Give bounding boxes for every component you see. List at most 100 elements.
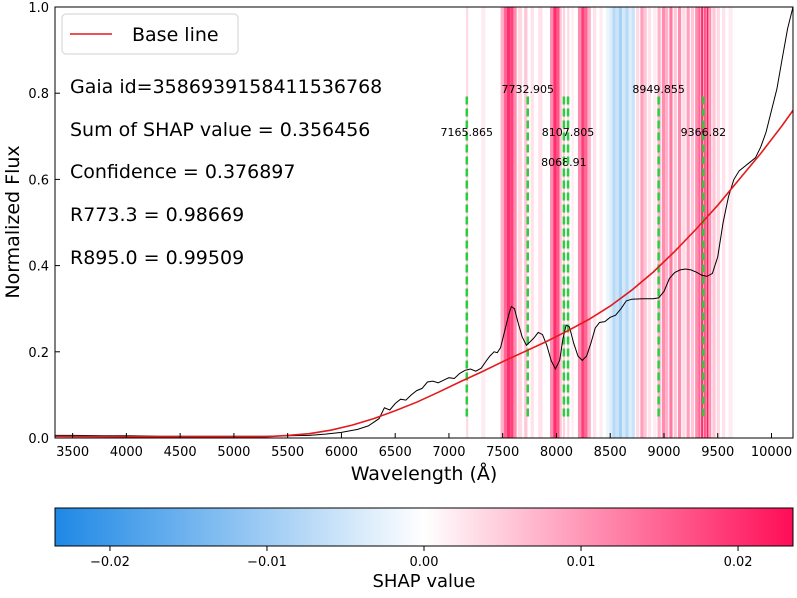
shap-band <box>571 7 574 438</box>
shap-band <box>550 7 554 438</box>
shap-band <box>524 7 528 438</box>
shap-band <box>695 7 699 438</box>
plot-area: 7165.865 7732.905 8068.91 8107.805 8949.855 9… <box>28 1 794 460</box>
marked-line-label: 8068.91 <box>541 156 587 169</box>
colorbar-label: SHAP value <box>372 571 475 592</box>
x-tick-label: 6000 <box>325 445 358 460</box>
shap-band <box>673 7 677 438</box>
shap-band <box>709 7 712 438</box>
shap-band <box>647 7 652 438</box>
shap-band <box>556 7 560 438</box>
x-tick-label: 10000 <box>751 445 792 460</box>
x-tick-label: 4500 <box>164 445 197 460</box>
shap-band <box>636 7 640 438</box>
x-tick-label: 4000 <box>110 445 143 460</box>
colorbar-tick-label: 0.01 <box>567 555 596 570</box>
shap-band <box>503 7 508 438</box>
shap-band <box>640 7 644 438</box>
shap-band <box>553 7 557 438</box>
shap-band <box>481 7 486 438</box>
y-axis-label: Normalized Flux <box>2 145 24 298</box>
annotation-gaia-id: Gaia id=3586939158411536768 <box>70 76 382 98</box>
shap-band <box>722 7 726 438</box>
x-tick-label: 9500 <box>701 445 734 460</box>
y-tick-label: 0.4 <box>28 260 49 275</box>
x-tick-label: 3500 <box>56 445 89 460</box>
marked-line-label: 8949.855 <box>632 83 685 96</box>
shap-band <box>669 7 673 438</box>
colorbar-tick-label: 0.02 <box>724 555 753 570</box>
shap-band <box>661 7 666 438</box>
x-tick-label: 5000 <box>217 445 250 460</box>
shap-band <box>577 7 582 438</box>
series-group <box>55 7 793 438</box>
legend: Base line <box>61 13 239 55</box>
shap-band <box>625 7 629 438</box>
shap-bands <box>466 7 733 438</box>
y-tick-label: 0.2 <box>28 346 49 361</box>
shap-band <box>500 7 504 438</box>
x-tick-label: 7000 <box>432 445 465 460</box>
shap-band <box>615 7 619 438</box>
colorbar-tick-label: −0.02 <box>90 555 130 570</box>
shap-band <box>530 7 534 438</box>
x-axis-label: Wavelength (Å) <box>351 462 498 485</box>
marked-line-label: 8107.805 <box>542 126 595 139</box>
shap-band <box>686 7 690 438</box>
shap-band <box>605 7 610 438</box>
shap-band <box>517 7 523 438</box>
shap-band <box>507 7 511 438</box>
shap-band <box>593 7 597 438</box>
shap-band <box>609 7 613 438</box>
shap-band <box>612 7 616 438</box>
shap-band <box>622 7 626 438</box>
marked-line-label: 7732.905 <box>501 83 554 96</box>
colorbar-ticks: −0.02 −0.01 0.00 0.01 0.02 <box>90 546 753 570</box>
marked-line-label: 7165.865 <box>441 126 494 139</box>
annotation-confidence: Confidence = 0.376897 <box>70 161 296 183</box>
y-tick-label: 0.8 <box>28 87 49 102</box>
shap-band <box>690 7 695 438</box>
shap-band <box>599 7 603 438</box>
shap-band <box>631 7 635 438</box>
shap-band <box>510 7 514 438</box>
shap-band <box>538 7 543 438</box>
y-tick-label: 1.0 <box>28 1 49 16</box>
annotations: Gaia id=3586939158411536768 Sum of SHAP … <box>70 76 382 269</box>
colorbar-tick-label: −0.01 <box>247 555 287 570</box>
x-tick-label: 8000 <box>540 445 573 460</box>
shap-band <box>559 7 562 438</box>
x-tick-label: 6500 <box>379 445 412 460</box>
x-tick-label: 9000 <box>647 445 680 460</box>
plot-frame <box>54 6 794 439</box>
shap-band <box>643 7 647 438</box>
legend-box <box>61 13 239 55</box>
shap-band <box>716 7 720 438</box>
shap-band <box>587 7 591 438</box>
shap-band <box>682 7 686 438</box>
shap-band <box>653 7 657 438</box>
shap-band <box>728 7 733 438</box>
shap-band <box>706 7 709 438</box>
y-tick-label: 0.6 <box>28 173 49 188</box>
shap-band <box>665 7 669 438</box>
colorbar-tick-label: 0.00 <box>410 555 439 570</box>
annotation-r895: R895.0 = 0.99509 <box>70 247 244 269</box>
marked-lines: 7165.865 7732.905 8068.91 8107.805 8949.855 9… <box>441 83 726 417</box>
shap-band <box>712 7 716 438</box>
colorbar-bar <box>54 507 794 547</box>
x-tick-label: 8500 <box>594 445 627 460</box>
series-line-spectrum <box>55 7 793 437</box>
x-tick-label: 7500 <box>486 445 519 460</box>
shap-band <box>703 7 706 438</box>
shap-band <box>584 7 588 438</box>
annotation-r773: R773.3 = 0.98669 <box>70 204 244 226</box>
y-tick-label: 0.0 <box>28 432 49 447</box>
shap-band <box>618 7 623 438</box>
annotation-shap-sum: Sum of SHAP value = 0.356456 <box>70 119 370 141</box>
colorbar: −0.02 −0.01 0.00 0.01 0.02 SHAP value <box>54 507 794 592</box>
y-axis-ticks: 0.0 0.2 0.4 0.6 0.8 1.0 <box>28 1 60 447</box>
shap-band <box>698 7 701 438</box>
series-line-base-line <box>55 109 793 438</box>
